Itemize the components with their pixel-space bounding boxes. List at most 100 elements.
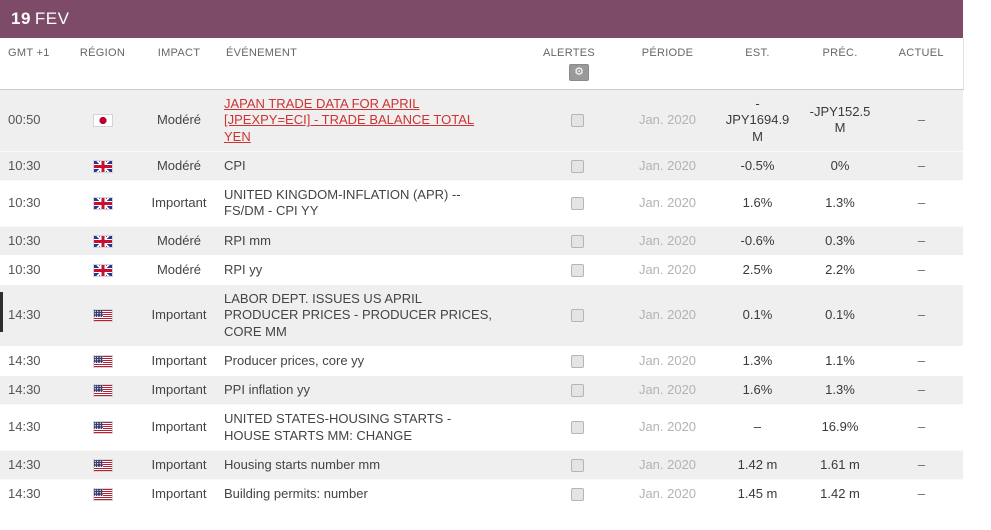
event-actual: – xyxy=(880,180,963,227)
event-previous: 1.61 m xyxy=(800,450,880,481)
event-cell: UNITED STATES-HOUSING STARTS - HOUSE STA… xyxy=(218,404,535,451)
event-period: Jan. 2020 xyxy=(620,151,715,182)
alert-cell xyxy=(535,404,620,451)
event-previous: 1.42 m xyxy=(800,479,880,510)
alert-cell xyxy=(535,479,620,510)
event-estimate: 2.5% xyxy=(715,255,800,286)
region-flag-icon xyxy=(92,421,113,435)
event-period: Jan. 2020 xyxy=(620,479,715,510)
event-cell: PPI inflation yy xyxy=(218,375,535,406)
event-impact: Modéré xyxy=(140,89,218,152)
alert-checkbox[interactable] xyxy=(571,114,584,128)
date-day: 19 xyxy=(11,9,31,28)
event-time: 10:30 xyxy=(0,255,65,286)
event-time: 10:30 xyxy=(0,226,65,256)
economic-calendar-table: GMT +1 RÉGION IMPACT ÉVÉNEMENT ALERTES ⚙… xyxy=(0,38,964,510)
event-region xyxy=(65,180,140,227)
event-title: PPI inflation yy xyxy=(224,382,310,397)
event-title: RPI yy xyxy=(224,261,263,277)
event-title: UNITED KINGDOM-INFLATION (APR) -- FS/DM … xyxy=(224,187,461,219)
event-region xyxy=(65,479,140,510)
event-link[interactable]: JAPAN TRADE DATA FOR APRIL [JPEXPY=ECI] … xyxy=(224,96,475,144)
alert-cell xyxy=(535,151,620,182)
event-time: 10:30 xyxy=(0,180,65,227)
event-title: CPI xyxy=(224,157,246,173)
alert-cell xyxy=(535,346,620,377)
alert-cell xyxy=(535,284,620,347)
event-cell: RPI yy xyxy=(218,255,535,286)
alert-cell xyxy=(535,226,620,256)
event-impact: Modéré xyxy=(140,226,218,256)
event-time: 14:30 xyxy=(0,375,65,406)
scrollbar-thumb[interactable] xyxy=(0,292,3,332)
event-time: 14:30 xyxy=(0,479,65,510)
event-estimate: 1.6% xyxy=(715,375,800,406)
col-header-impact: IMPACT xyxy=(140,38,218,90)
alert-checkbox[interactable] xyxy=(571,421,584,435)
event-period: Jan. 2020 xyxy=(620,89,715,152)
event-impact: Important xyxy=(140,450,218,481)
event-actual: – xyxy=(880,284,963,347)
event-previous: 1.3% xyxy=(800,180,880,227)
region-flag-icon xyxy=(92,458,113,472)
event-estimate: - JPY1694.9 M xyxy=(715,89,800,152)
region-flag-icon xyxy=(92,263,113,277)
event-period: Jan. 2020 xyxy=(620,284,715,347)
alert-checkbox[interactable] xyxy=(571,384,584,398)
event-estimate: – xyxy=(715,404,800,451)
event-estimate: -0.5% xyxy=(715,151,800,182)
event-cell: UNITED KINGDOM-INFLATION (APR) -- FS/DM … xyxy=(218,180,535,227)
event-period: Jan. 2020 xyxy=(620,226,715,256)
event-estimate: 1.3% xyxy=(715,346,800,377)
event-region xyxy=(65,226,140,256)
event-cell: RPI mm xyxy=(218,226,535,256)
event-cell: JAPAN TRADE DATA FOR APRIL [JPEXPY=ECI] … xyxy=(218,89,535,152)
event-previous: 2.2% xyxy=(800,255,880,286)
alert-checkbox[interactable] xyxy=(571,159,584,173)
event-actual: – xyxy=(880,255,963,286)
alert-checkbox[interactable] xyxy=(571,234,584,248)
region-flag-icon xyxy=(92,234,113,248)
alert-checkbox[interactable] xyxy=(571,488,584,502)
event-title: LABOR DEPT. ISSUES US APRIL PRODUCER PRI… xyxy=(224,291,492,339)
region-flag-icon xyxy=(92,197,113,211)
event-title: RPI mm xyxy=(224,232,271,248)
event-row: 14:30 Important PPI inflation yy Jan. 20… xyxy=(0,375,963,406)
event-estimate: -0.6% xyxy=(715,226,800,256)
event-title: Producer prices, core yy xyxy=(224,352,365,368)
col-header-period: PÉRIODE xyxy=(620,38,715,90)
alert-checkbox[interactable] xyxy=(571,263,584,277)
col-header-region: RÉGION xyxy=(65,38,140,90)
event-estimate: 1.45 m xyxy=(715,479,800,510)
event-impact: Important xyxy=(140,284,218,347)
event-time: 10:30 xyxy=(0,151,65,182)
event-impact: Important xyxy=(140,180,218,227)
event-cell: CPI xyxy=(218,151,535,182)
event-estimate: 1.42 m xyxy=(715,450,800,481)
col-header-actual: ACTUEL xyxy=(880,38,964,90)
alert-checkbox[interactable] xyxy=(571,458,584,472)
event-impact: Important xyxy=(140,375,218,406)
event-previous: 1.3% xyxy=(800,375,880,406)
event-time: 14:30 xyxy=(0,404,65,451)
region-flag-icon xyxy=(92,354,113,368)
date-month: FEV xyxy=(34,9,70,28)
economic-calendar: 19 FEV GMT +1 RÉGION IMPACT ÉVÉNEMENT AL… xyxy=(0,0,964,510)
event-row: 14:30 Important LABOR DEPT. ISSUES US AP… xyxy=(0,284,963,347)
event-region xyxy=(65,255,140,286)
event-row: 10:30 Modéré CPI Jan. 2020 -0.5% 0% – xyxy=(0,151,963,182)
alert-cell xyxy=(535,180,620,227)
alert-checkbox[interactable] xyxy=(571,309,584,323)
col-header-time: GMT +1 xyxy=(0,38,65,90)
event-row: 14:30 Important Producer prices, core yy… xyxy=(0,346,963,377)
event-region xyxy=(65,89,140,152)
alert-checkbox[interactable] xyxy=(571,197,584,211)
event-cell: Housing starts number mm xyxy=(218,450,535,481)
event-region xyxy=(65,151,140,182)
event-row: 10:30 Modéré RPI yy Jan. 2020 2.5% 2.2% … xyxy=(0,255,963,286)
alerts-settings-button[interactable]: ⚙ xyxy=(569,64,589,81)
event-period: Jan. 2020 xyxy=(620,375,715,406)
region-flag-icon xyxy=(92,159,113,173)
alert-checkbox[interactable] xyxy=(571,354,584,368)
